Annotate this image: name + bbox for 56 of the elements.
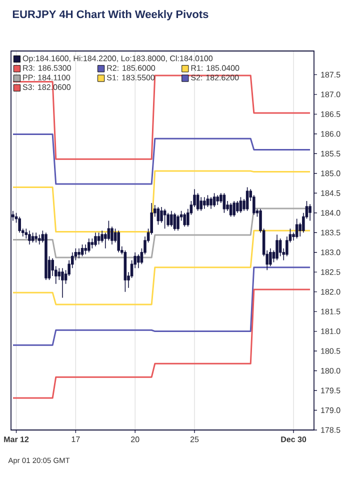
candlestick [61,268,64,298]
candlestick [44,232,48,280]
x-tick-label: 17 [72,436,80,442]
legend-label: R1: 185.0400 [191,65,240,71]
y-tick-label: 181.5 [321,308,340,314]
candlestick [200,196,203,212]
y-tick-label: 187.0 [321,92,340,98]
y-tick-label: 181.0 [321,328,340,334]
candlestick [308,204,312,222]
y-tick-label: 180.0 [321,368,340,374]
y-tick-label: 183.5 [321,230,340,236]
y-tick-label: 179.5 [321,388,340,394]
y-tick-label: 182.0 [321,288,340,295]
candlestick [232,200,236,218]
legend-label: PP: 184.1100 [23,74,70,80]
y-tick-label: 186.0 [321,131,340,137]
y-tick-label: 187.5 [321,72,340,78]
candlestick [276,234,278,261]
y-tick-label: 180.5 [321,348,340,354]
y-tick-label: 179.0 [321,407,340,414]
candlestick [94,232,97,247]
x-tick-label: Mar 12 [4,436,29,442]
candlestick [78,248,80,259]
x-tick-label: 20 [131,436,140,442]
candlestick [170,210,173,228]
candlestick [210,196,212,210]
y-tick-label: 182.5 [321,269,340,275]
candlestick [38,234,41,245]
legend-label: Op:184.1600, Hi:184.2200, Lo:183.8000, Cl:184.0100 [22,55,213,63]
candlestick [117,230,120,253]
candlestick [28,230,31,245]
legend-label: S2: 182.6200 [191,74,239,80]
candlestick [203,196,206,210]
candlestick [176,214,180,232]
y-tick-label: 185.5 [321,150,340,156]
candlestick [196,192,200,212]
y-tick-label: 178.5 [321,427,340,433]
chart-title: EURJPY 4H Chart With Weekly Pivots [12,10,208,20]
candlestick [216,194,220,206]
y-tick-label: 183.0 [321,250,340,256]
candlestick [236,200,239,214]
candlestick [34,232,38,243]
x-tick-label: Dec 30 [281,436,306,442]
x-tick-label: 25 [190,436,199,442]
y-tick-label: 186.5 [321,111,340,117]
y-tick-label: 185.0 [321,170,340,176]
candlestick [183,212,186,228]
candlestick [246,186,249,212]
candlestick [88,238,90,253]
y-tick-label: 184.5 [321,190,340,196]
candlestick [18,216,21,233]
legend-label: R2: 185.6000 [107,65,156,71]
y-tick-label: 184.0 [321,210,340,216]
candlestick [269,248,272,267]
legend-label: R3: 186.5300 [23,65,71,71]
candlestick [166,212,170,228]
